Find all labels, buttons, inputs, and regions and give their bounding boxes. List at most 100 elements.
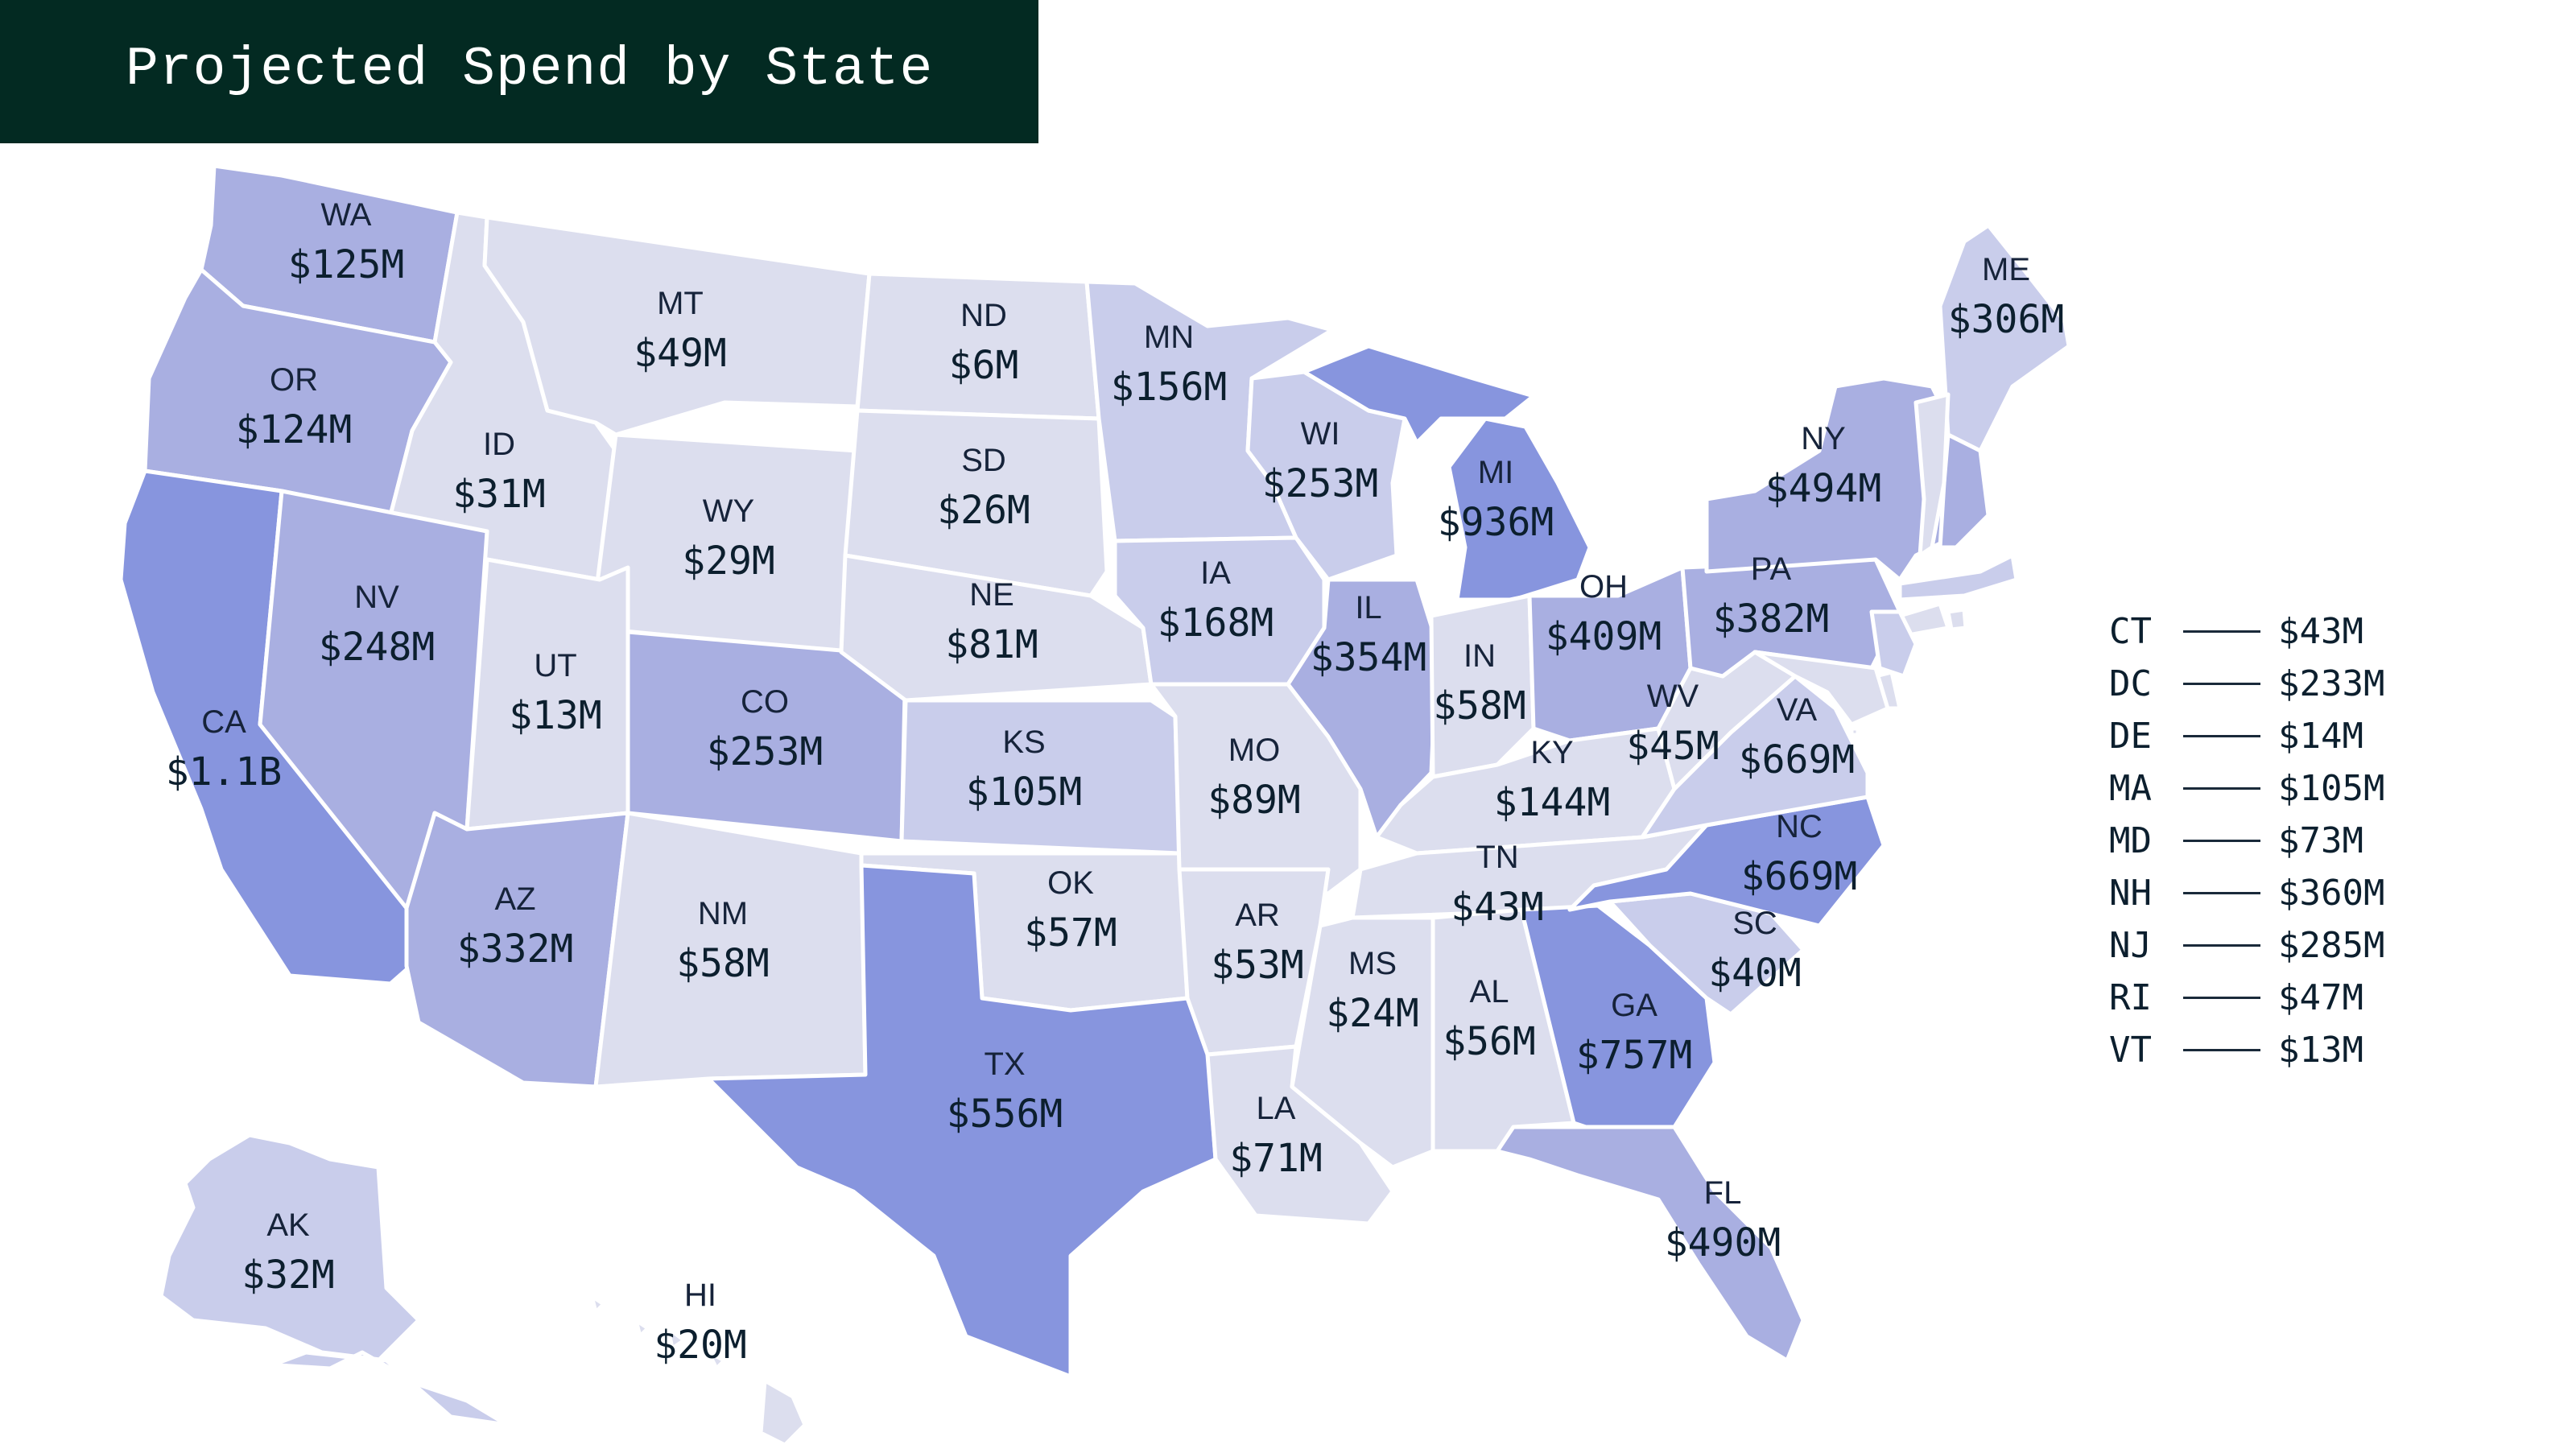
state-ne-value: $81M [945, 622, 1038, 667]
state-id-value: $31M [452, 472, 546, 517]
state-ms-value: $24M [1326, 991, 1419, 1036]
callout-value: $285M [2278, 925, 2385, 966]
callout-ma: MA $105M [2109, 762, 2384, 815]
callout-abbr: MD [2109, 820, 2152, 861]
state-nd-label: ND [960, 298, 1007, 333]
state-wi-value: $253M [1262, 461, 1379, 506]
state-nd-value: $6M [949, 343, 1019, 388]
callout-value: $360M [2278, 873, 2385, 914]
leader-line [2183, 630, 2260, 633]
state-nj-shape[interactable] [1869, 609, 1918, 679]
state-ny-value: $494M [1765, 466, 1882, 511]
leader-line [2183, 944, 2260, 947]
callout-abbr: DE [2109, 716, 2152, 757]
state-sd-label: SD [961, 443, 1006, 478]
state-ny-label: NY [1801, 421, 1846, 456]
state-nc-shape[interactable] [1567, 795, 1886, 928]
state-mt-value: $49M [634, 331, 727, 376]
callout-abbr: DC [2109, 663, 2152, 704]
state-ga-value: $757M [1576, 1033, 1693, 1078]
callout-ri: RI $47M [2109, 972, 2384, 1024]
state-shapes [118, 163, 2071, 1447]
state-va-value: $669M [1739, 737, 1856, 782]
state-wa-value: $125M [288, 242, 405, 287]
callout-ct: CT $43M [2109, 605, 2384, 658]
state-in-value: $58M [1433, 683, 1526, 729]
state-ga-label: GA [1611, 988, 1657, 1023]
state-fl-shape[interactable] [1495, 1125, 1806, 1363]
state-or-value: $124M [236, 407, 353, 452]
state-mo-value: $89M [1208, 778, 1301, 823]
state-ok-value: $57M [1024, 910, 1117, 956]
state-tn-label: TN [1476, 840, 1518, 875]
state-labels: WA $125M OR $124M CA $1.1B ID $31M NV $248M MT $49M… [166, 197, 2065, 1368]
callout-abbr: VT [2109, 1030, 2152, 1071]
state-co-label: CO [741, 684, 789, 720]
state-sd-value: $26M [937, 488, 1030, 533]
state-mn-value: $156M [1111, 365, 1228, 410]
state-sd-shape[interactable] [843, 408, 1109, 598]
leader-line [2183, 892, 2260, 894]
state-nc-value: $669M [1741, 854, 1858, 899]
state-wi-label: WI [1301, 416, 1340, 452]
state-ia-value: $168M [1158, 601, 1274, 646]
state-or-label: OR [270, 362, 318, 398]
state-ak-value: $32M [242, 1253, 335, 1298]
state-oh-label: OH [1579, 569, 1628, 605]
state-tx-value: $556M [947, 1092, 1063, 1137]
state-ut-label: UT [534, 648, 576, 683]
callout-de: DE $14M [2109, 710, 2384, 762]
callout-value: $73M [2278, 820, 2363, 861]
state-az-value: $332M [457, 927, 574, 972]
state-hi-label: HI [684, 1278, 716, 1313]
state-hi-value: $20M [654, 1323, 747, 1368]
state-me-value: $306M [1948, 297, 2065, 342]
state-me-label: ME [1982, 252, 2030, 287]
state-mi-label: MI [1478, 455, 1513, 490]
state-md-shape[interactable] [1752, 650, 1890, 727]
state-id-label: ID [483, 427, 515, 462]
leader-line [2183, 735, 2260, 737]
state-mi-shape[interactable] [1302, 344, 1592, 602]
state-nv-value: $248M [319, 625, 436, 670]
state-la-label: LA [1257, 1091, 1296, 1126]
state-mn-label: MN [1144, 320, 1194, 355]
state-in-shape[interactable] [1429, 593, 1536, 779]
state-il-label: IL [1355, 590, 1381, 625]
callout-dc: DC $233M [2109, 658, 2384, 710]
state-tx-shape[interactable] [706, 863, 1218, 1379]
callout-abbr: CT [2109, 611, 2152, 652]
state-in-label: IN [1463, 638, 1496, 674]
callout-value: $43M [2278, 611, 2363, 652]
state-hi-shape[interactable] [589, 1294, 807, 1447]
callout-value: $13M [2278, 1030, 2363, 1071]
state-co-value: $253M [707, 729, 824, 774]
state-dc-shape[interactable] [1849, 726, 1860, 737]
state-ri-shape[interactable] [1946, 607, 1968, 632]
state-ut-value: $13M [509, 693, 602, 738]
state-ak-shape[interactable] [126, 1133, 510, 1435]
state-wa-label: WA [321, 197, 372, 233]
state-mt-label: MT [657, 286, 704, 321]
state-ma-shape[interactable] [1897, 553, 2019, 602]
state-vt-shape[interactable] [1913, 392, 1951, 558]
state-ok-label: OK [1047, 865, 1094, 901]
state-ak-label: AK [266, 1208, 310, 1243]
state-mo-label: MO [1228, 733, 1280, 768]
state-ms-label: MS [1348, 946, 1397, 981]
state-oh-value: $409M [1546, 614, 1662, 659]
leader-line [2183, 840, 2260, 842]
state-tn-value: $43M [1451, 885, 1544, 930]
callout-abbr: NJ [2109, 925, 2152, 966]
state-mi-value: $936M [1438, 500, 1554, 545]
callout-nj: NJ $285M [2109, 919, 2384, 972]
state-pa-value: $382M [1713, 597, 1830, 642]
state-az-label: AZ [494, 881, 535, 917]
callout-value: $105M [2278, 768, 2385, 809]
state-nv-label: NV [354, 580, 399, 615]
state-sc-value: $40M [1708, 951, 1802, 996]
state-ar-value: $53M [1211, 943, 1304, 988]
state-ky-value: $144M [1494, 780, 1611, 825]
leader-line [2183, 787, 2260, 790]
